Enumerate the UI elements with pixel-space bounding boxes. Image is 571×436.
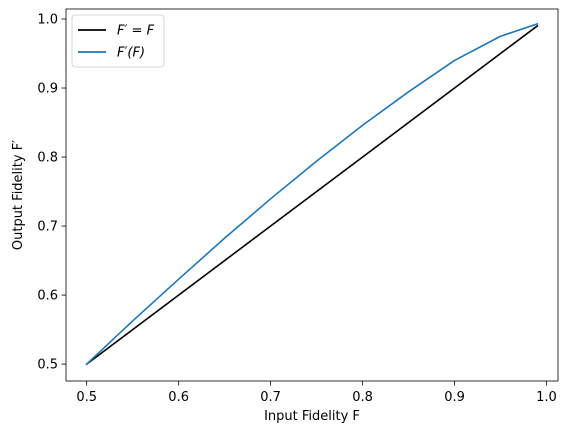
x-tick-label: 0.6 (168, 390, 189, 405)
x-tick-label: 1.0 (536, 390, 557, 405)
series-line-0 (85, 24, 539, 366)
x-tick-label: 0.7 (260, 390, 281, 405)
y-axis-label: Output Fidelity F′ (11, 140, 26, 250)
y-tick-label: 0.9 (37, 82, 58, 97)
x-axis: 0.5 0.6 0.7 0.8 0.9 1.0 (76, 381, 557, 405)
y-tick-label: 0.8 (37, 151, 58, 166)
legend-box (71, 14, 165, 68)
x-tick-label: 0.5 (76, 390, 97, 405)
y-tick-label: 0.6 (37, 289, 58, 304)
y-tick-label: 1.0 (37, 13, 58, 28)
x-axis-label: Input Fidelity F (264, 409, 360, 424)
legend: F′ = F F′(F) (71, 14, 165, 68)
legend-label-1: F′(F) (117, 46, 145, 61)
plot-frame (65, 8, 559, 382)
y-axis: 0.5 0.6 0.7 0.8 0.9 1.0 (37, 13, 66, 373)
y-tick-label: 0.7 (37, 220, 58, 235)
x-tick-label: 0.9 (444, 390, 465, 405)
series-layer (85, 22, 539, 366)
x-tick-label: 0.8 (352, 390, 373, 405)
series-line-1 (85, 22, 539, 366)
y-tick-label: 0.5 (37, 358, 58, 373)
legend-label-0: F′ = F (117, 24, 155, 39)
